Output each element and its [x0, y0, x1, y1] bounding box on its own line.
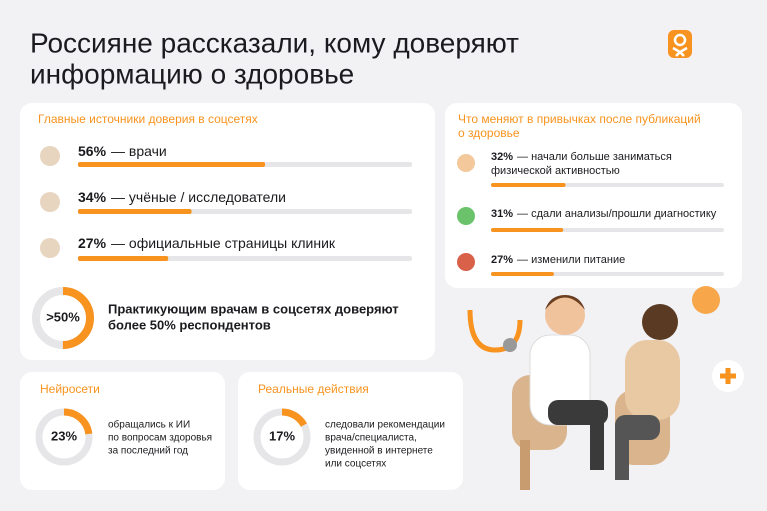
donut-arc [253, 408, 311, 466]
icon [40, 238, 60, 258]
section-title: Что меняют в привычках после публикаций [458, 112, 701, 126]
bar [78, 162, 266, 167]
title: информацию о здоровье [30, 58, 354, 89]
section-title: Главные источники доверия в соцсетях [38, 112, 258, 126]
section-title: Реальные действия [258, 382, 369, 396]
card-text: врача/специалиста, [325, 433, 417, 444]
icon [457, 253, 475, 271]
card-text: за последний год [108, 446, 188, 457]
item-text: 56% — врачи [78, 143, 167, 159]
donut-label: >50% [46, 309, 80, 324]
title: Россияне рассказали, кому доверяют [30, 27, 519, 58]
item-text: физической активностью [491, 165, 620, 177]
card [20, 103, 435, 360]
donut-label: 17% [269, 428, 295, 443]
logo [668, 30, 692, 58]
card-text: следовали рекомендации [325, 420, 445, 431]
bar [491, 183, 566, 187]
bar [78, 209, 192, 214]
item-text: 34% — учёные / исследователи [78, 189, 286, 205]
item-label: — начали больше заниматься [517, 151, 672, 163]
item-value: 34% [78, 189, 107, 205]
card [445, 103, 742, 288]
bar [78, 256, 169, 261]
illustration [467, 286, 744, 490]
card-text: обращались к ИИ [108, 419, 190, 431]
donut-label: 23% [51, 428, 77, 443]
item-label: физической активностью [491, 165, 620, 177]
icon [457, 154, 475, 172]
item-label: — официальные страницы клиник [111, 235, 336, 251]
card-text: увиденной в интернете [325, 446, 433, 457]
card-text: по вопросам здоровья [108, 433, 212, 444]
icon [457, 207, 475, 225]
section-title: о здоровье [458, 126, 520, 140]
item-text: 31% — сдали анализы/прошли диагностику [491, 208, 717, 220]
highlight-text: более 50% респондентов [108, 317, 271, 332]
item-text: 32% — начали больше заниматься [491, 151, 672, 163]
bar [491, 272, 554, 276]
donut-arc [35, 408, 93, 466]
item-text: 27% — официальные страницы клиник [78, 235, 336, 251]
icon [40, 146, 60, 166]
item-value: 32% [491, 151, 513, 163]
item-value: 31% [491, 208, 513, 220]
card-text: или соцсетях [325, 459, 386, 470]
item-label: — сдали анализы/прошли диагностику [517, 208, 717, 220]
bar [491, 228, 564, 232]
icon [40, 192, 60, 212]
item-label: — врачи [111, 143, 167, 159]
item-value: 27% [491, 254, 513, 266]
donut-arc [32, 287, 94, 349]
item-label: — учёные / исследователи [111, 189, 286, 205]
item-value: 27% [78, 235, 107, 251]
item-value: 56% [78, 143, 107, 159]
highlight-text: Практикующим врачам в соцсетях доверяют [108, 301, 399, 316]
item-text: 27% — изменили питание [491, 254, 625, 266]
section-title: Нейросети [40, 382, 100, 396]
item-label: — изменили питание [517, 254, 625, 266]
